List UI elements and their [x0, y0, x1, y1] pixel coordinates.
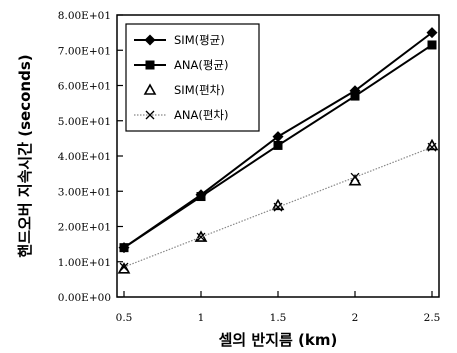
x-marker-stroke: [427, 142, 437, 152]
x-tick-label: 1.5: [270, 312, 287, 324]
series-4-point: [427, 142, 437, 152]
legend-label: SIM(편차): [174, 83, 225, 97]
legend-marker: [145, 60, 155, 70]
series-2-point: [273, 140, 283, 150]
x-tick-label: 2: [352, 312, 359, 324]
y-axis: 0.00E+00 1.00E+01 2.00E+01 3.00E+01 4.00E+01…: [58, 10, 123, 304]
series-layer: [117, 27, 439, 274]
series-2-point: [350, 91, 360, 101]
series-4-point: [196, 232, 206, 242]
legend-label: ANA(평균): [174, 58, 228, 72]
x-tick-label: 2.5: [424, 312, 441, 324]
series-2-point: [196, 192, 206, 202]
x-marker-stroke: [145, 110, 155, 120]
y-tick-label: 2.00E+01: [58, 222, 111, 234]
y-axis-title: 핸드오버 지속시간 (seconds): [16, 54, 34, 257]
legend-marker: [144, 34, 156, 46]
x-axis: 0.5 1 1.5 2 2.5: [116, 291, 441, 324]
x-marker-stroke: [196, 232, 206, 242]
series-4-point: [273, 202, 283, 212]
x-marker-stroke: [350, 172, 360, 182]
series-2-point: [119, 243, 129, 253]
x-marker-stroke: [119, 262, 129, 272]
y-tick-label: 5.00E+01: [58, 116, 111, 128]
series-2-point: [427, 40, 437, 50]
legend-marker: [143, 83, 157, 95]
legend: SIM(평균) ANA(평균) SIM(편차) ANA(편차): [125, 23, 260, 132]
y-tick-label: 3.00E+01: [58, 186, 111, 198]
y-tick-label: 1.00E+01: [58, 257, 111, 269]
legend-label: SIM(평균): [174, 33, 225, 47]
series-1-point: [272, 131, 284, 143]
legend-label: ANA(편차): [174, 108, 228, 122]
x-axis-title: 셀의 반지름 (km): [219, 331, 338, 349]
series-1-point: [426, 27, 438, 39]
series-3-point: [117, 262, 131, 274]
y-tick-label: 0.00E+00: [58, 292, 111, 304]
series-4-point: [350, 172, 360, 182]
y-tick-label: 4.00E+01: [58, 151, 111, 163]
y-tick-label: 7.00E+01: [58, 45, 111, 57]
series-4-point: [119, 262, 129, 272]
y-tick-label: 8.00E+01: [58, 10, 111, 22]
legend-marker: [145, 110, 155, 120]
x-tick-label: 1: [198, 312, 205, 324]
x-tick-label: 0.5: [116, 312, 133, 324]
y-tick-label: 6.00E+01: [58, 81, 111, 93]
x-marker-stroke: [273, 202, 283, 212]
